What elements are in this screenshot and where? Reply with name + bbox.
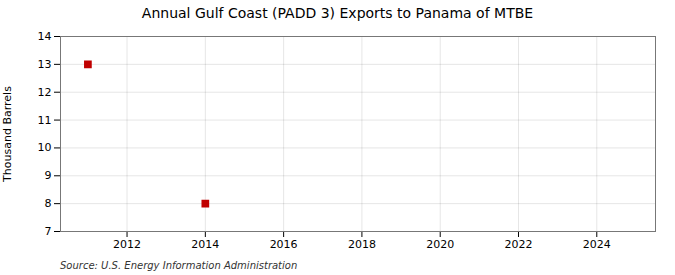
svg-text:12: 12 bbox=[38, 86, 52, 99]
svg-text:2020: 2020 bbox=[426, 238, 454, 251]
svg-text:10: 10 bbox=[38, 141, 52, 154]
html-text:Source: U.S. Energy Informatio: Source: U.S. Energy Information Administ… bbox=[60, 260, 298, 271]
svg-text:11: 11 bbox=[38, 114, 52, 127]
svg-text:14: 14 bbox=[38, 30, 52, 43]
svg-text:2012: 2012 bbox=[113, 238, 141, 251]
svg-text:Thousand Barrels: Thousand Barrels bbox=[1, 86, 14, 183]
svg-text:2024: 2024 bbox=[583, 238, 611, 251]
svg-text:2018: 2018 bbox=[348, 238, 376, 251]
html-text:Annual Gulf Coast (PADD 3) Exp: Annual Gulf Coast (PADD 3) Exports to Pa… bbox=[141, 5, 534, 21]
svg-text:2022: 2022 bbox=[504, 238, 532, 251]
svg-text:13: 13 bbox=[38, 58, 52, 71]
svg-text:9: 9 bbox=[45, 169, 52, 182]
svg-text:2016: 2016 bbox=[270, 238, 298, 251]
svg-text:7: 7 bbox=[45, 225, 52, 238]
svg-text:2014: 2014 bbox=[191, 238, 219, 251]
svg-text:8: 8 bbox=[45, 197, 52, 210]
